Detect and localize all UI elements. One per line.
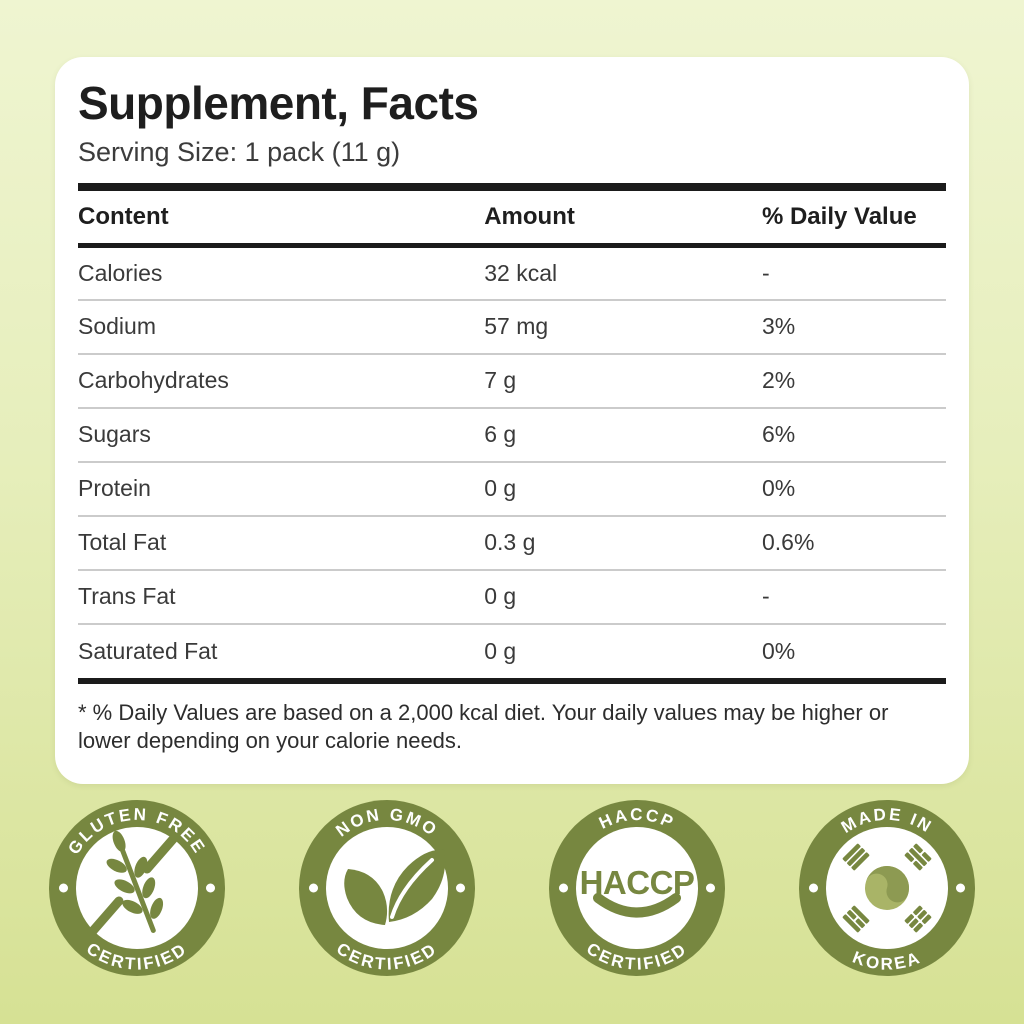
ring-dot-left: [309, 883, 318, 893]
nutrition-table: Content Amount % Daily Value Calories 32 …: [78, 191, 946, 678]
cell-content: Saturated Fat: [78, 637, 218, 664]
cell-amount: 32 kcal: [484, 260, 558, 287]
ring-dot-left: [59, 883, 68, 893]
ring-dot-right: [706, 883, 715, 893]
table-row: Trans Fat 0 g -: [78, 570, 946, 624]
ring-dot-right: [456, 883, 465, 893]
daily-value-footnote: * % Daily Values are based on a 2,000 kc…: [78, 699, 889, 754]
cell-content: Sodium: [78, 313, 156, 340]
column-header-daily-value: % Daily Value: [761, 203, 917, 231]
certification-badge-row: GLUTEN FREE CERTIFIED: [47, 798, 977, 978]
cell-daily-value: 6%: [761, 421, 796, 448]
cell-daily-value: 3%: [761, 313, 796, 340]
serving-size-text: Serving Size: 1 pack (11 g): [78, 136, 401, 167]
cell-content: Carbohydrates: [78, 367, 229, 394]
ring-dot-right: [956, 883, 965, 893]
cell-daily-value: 0.6%: [761, 529, 815, 556]
cell-daily-value: 0%: [761, 637, 796, 664]
haccp-swoosh-icon: HACCP: [580, 864, 695, 918]
table-row: Saturated Fat 0 g 0%: [78, 624, 946, 678]
cell-amount: 6 g: [484, 421, 517, 448]
cell-daily-value: -: [761, 260, 770, 287]
cell-amount: 0.3 g: [484, 529, 536, 556]
table-row: Protein 0 g 0%: [78, 462, 946, 516]
korea-taegeuk-icon: [842, 843, 932, 933]
ring-dot-left: [559, 883, 568, 893]
cell-daily-value: 0%: [761, 475, 796, 502]
cell-content: Trans Fat: [78, 583, 176, 610]
column-header-amount: Amount: [484, 203, 575, 231]
table-row: Total Fat 0.3 g 0.6%: [78, 516, 946, 570]
table-header-row: Content Amount % Daily Value: [78, 191, 946, 246]
cell-amount: 7 g: [484, 367, 517, 394]
column-header-content: Content: [78, 203, 169, 231]
wheat-crossed-icon: [87, 830, 179, 937]
table-bottom-divider: [78, 677, 946, 684]
cell-amount: 0 g: [484, 637, 517, 664]
cell-daily-value: 2%: [761, 367, 796, 394]
cell-amount: 0 g: [484, 475, 517, 502]
cell-content: Sugars: [78, 421, 151, 448]
supplement-facts-card: Supplement, Facts Serving Size: 1 pack (…: [55, 57, 969, 784]
cell-daily-value: -: [761, 583, 770, 610]
badge-made-in-korea: MADE IN KOREA: [799, 800, 975, 976]
table-row: Calories 32 kcal -: [78, 246, 946, 300]
ring-dot-left: [809, 883, 818, 893]
cell-content: Protein: [78, 475, 151, 502]
nutrition-table-body: Calories 32 kcal - Sodium 57 mg 3% Carbohydrat…: [78, 246, 946, 678]
ring-dot-right: [206, 883, 215, 893]
table-row: Carbohydrates 7 g 2%: [78, 354, 946, 408]
cell-amount: 57 mg: [484, 313, 549, 340]
badge-haccp: HACCP CERTIFIED HACCP: [549, 800, 725, 976]
badge-non-gmo: NON GMO CERTIFIED: [299, 800, 475, 976]
badge-gluten-free: GLUTEN FREE CERTIFIED: [49, 800, 225, 976]
table-top-divider: [78, 182, 946, 191]
leaves-icon: [344, 849, 446, 925]
cell-content: Total Fat: [78, 529, 167, 556]
table-row: Sugars 6 g 6%: [78, 408, 946, 462]
table-row: Sodium 57 mg 3%: [78, 300, 946, 354]
cell-content: Calories: [78, 260, 163, 287]
cell-amount: 0 g: [484, 583, 517, 610]
page-title: Supplement, Facts: [78, 77, 479, 129]
